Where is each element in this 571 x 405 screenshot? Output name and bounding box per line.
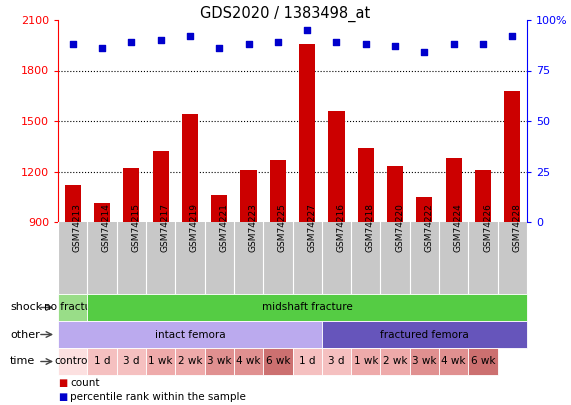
Bar [299, 44, 315, 222]
Point [215, 45, 224, 51]
Point [449, 41, 459, 47]
Point [98, 45, 107, 51]
FancyBboxPatch shape [58, 321, 322, 348]
Bar [182, 114, 198, 222]
Text: ■: ■ [58, 392, 67, 402]
FancyBboxPatch shape [175, 348, 204, 375]
FancyBboxPatch shape [204, 348, 234, 375]
Point [508, 33, 517, 39]
FancyBboxPatch shape [234, 348, 263, 375]
Text: control: control [54, 356, 91, 367]
Text: GSM74218: GSM74218 [366, 203, 375, 252]
Text: midshaft fracture: midshaft fracture [262, 303, 352, 313]
Text: 1 wk: 1 wk [353, 356, 378, 367]
Bar [211, 195, 227, 222]
FancyBboxPatch shape [439, 348, 468, 375]
Text: GSM74219: GSM74219 [190, 203, 199, 252]
FancyBboxPatch shape [87, 348, 116, 375]
Text: 3 wk: 3 wk [412, 356, 437, 367]
Text: GSM74225: GSM74225 [278, 203, 287, 252]
Text: 1 d: 1 d [94, 356, 110, 367]
FancyBboxPatch shape [58, 348, 87, 375]
Text: other: other [10, 330, 40, 339]
Point [186, 33, 195, 39]
Text: GSM74222: GSM74222 [424, 203, 433, 252]
Text: GSM74226: GSM74226 [483, 203, 492, 252]
Text: GSM74224: GSM74224 [454, 203, 463, 252]
Text: 3 d: 3 d [123, 356, 139, 367]
Bar [152, 151, 168, 222]
FancyBboxPatch shape [116, 348, 146, 375]
Text: 4 wk: 4 wk [236, 356, 261, 367]
Point [68, 41, 77, 47]
Point [303, 27, 312, 33]
FancyBboxPatch shape [87, 294, 527, 321]
Text: GSM74228: GSM74228 [512, 203, 521, 252]
FancyBboxPatch shape [351, 348, 380, 375]
Point [274, 39, 283, 45]
Point [127, 39, 136, 45]
Bar [416, 197, 432, 222]
Text: GSM74213: GSM74213 [73, 203, 82, 252]
Text: fractured femora: fractured femora [380, 330, 469, 339]
Text: 1 d: 1 d [299, 356, 315, 367]
Bar [328, 111, 344, 222]
Text: 4 wk: 4 wk [441, 356, 466, 367]
FancyBboxPatch shape [263, 348, 292, 375]
Bar [94, 203, 110, 222]
FancyBboxPatch shape [322, 321, 527, 348]
Text: 1 wk: 1 wk [148, 356, 173, 367]
Text: GSM74214: GSM74214 [102, 203, 111, 252]
Point [361, 41, 371, 47]
Text: 2 wk: 2 wk [178, 356, 202, 367]
FancyBboxPatch shape [292, 348, 322, 375]
Text: GSM74223: GSM74223 [248, 203, 258, 252]
FancyBboxPatch shape [410, 348, 439, 375]
Text: 6 wk: 6 wk [266, 356, 290, 367]
FancyBboxPatch shape [322, 348, 351, 375]
Text: shock: shock [10, 303, 42, 313]
Text: GSM74217: GSM74217 [160, 203, 170, 252]
FancyBboxPatch shape [380, 348, 410, 375]
Bar [387, 166, 403, 222]
Text: count: count [70, 378, 99, 388]
Bar [270, 160, 286, 222]
Text: 3 wk: 3 wk [207, 356, 231, 367]
FancyBboxPatch shape [468, 348, 498, 375]
Bar [504, 91, 520, 222]
Point [156, 37, 165, 43]
Text: GSM74221: GSM74221 [219, 203, 228, 252]
Point [244, 41, 253, 47]
Text: ■: ■ [58, 378, 67, 388]
Point [332, 39, 341, 45]
Bar [123, 168, 139, 222]
Bar [475, 170, 491, 222]
Text: time: time [10, 356, 35, 367]
Text: percentile rank within the sample: percentile rank within the sample [70, 392, 246, 402]
FancyBboxPatch shape [146, 348, 175, 375]
Text: GDS2020 / 1383498_at: GDS2020 / 1383498_at [200, 6, 371, 22]
Text: GSM74216: GSM74216 [336, 203, 345, 252]
Bar [445, 158, 462, 222]
Bar [357, 148, 374, 222]
Text: 2 wk: 2 wk [383, 356, 407, 367]
Bar [65, 185, 81, 222]
Point [420, 49, 429, 55]
Point [391, 43, 400, 49]
Bar [240, 170, 256, 222]
Text: 3 d: 3 d [328, 356, 345, 367]
Point [478, 41, 488, 47]
Text: GSM74215: GSM74215 [131, 203, 140, 252]
Text: 6 wk: 6 wk [471, 356, 495, 367]
Text: no fracture: no fracture [44, 303, 102, 313]
Text: GSM74220: GSM74220 [395, 203, 404, 252]
Text: intact femora: intact femora [155, 330, 225, 339]
FancyBboxPatch shape [58, 294, 87, 321]
Text: GSM74227: GSM74227 [307, 203, 316, 252]
